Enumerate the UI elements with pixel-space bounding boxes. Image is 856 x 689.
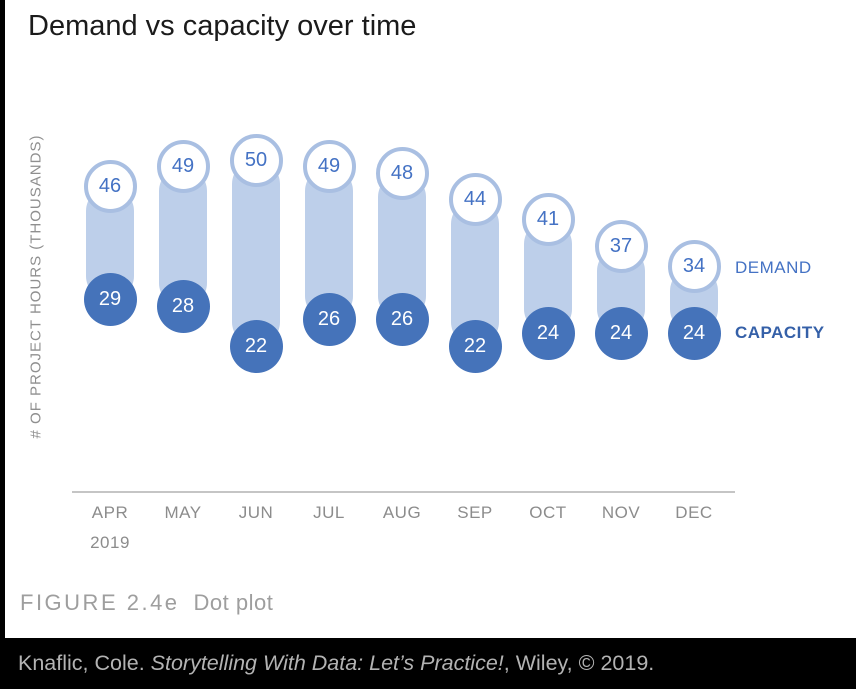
x-tick-label: MAY <box>164 503 202 522</box>
capacity-dot: 24 <box>667 306 721 360</box>
x-tick-label: APR <box>91 503 129 522</box>
year-label: 2019 <box>90 533 130 552</box>
demand-dot: 48 <box>375 146 429 200</box>
capacity-dot: 29 <box>83 273 137 327</box>
capacity-dot: 22 <box>448 319 502 373</box>
capacity-dot: 26 <box>375 293 429 347</box>
legend-demand-label: DEMAND <box>735 258 812 277</box>
demand-dot: 41 <box>521 193 575 247</box>
chart-title: Demand vs capacity over time <box>28 10 417 42</box>
x-tick-label: JUL <box>313 503 345 522</box>
citation-prefix: Knaflic, Cole. <box>18 651 151 675</box>
demand-dot: 44 <box>448 173 502 227</box>
capacity-dot: 24 <box>521 306 575 360</box>
capacity-dot: 26 <box>302 293 356 347</box>
figure-description: Dot plot <box>193 590 274 615</box>
citation-suffix: , Wiley, © 2019. <box>503 651 655 675</box>
x-tick-label: SEP <box>457 503 493 522</box>
capacity-dot: 22 <box>229 319 283 373</box>
demand-dot: 49 <box>156 140 210 194</box>
demand-dot: 34 <box>667 240 721 294</box>
x-tick-label: NOV <box>601 503 641 522</box>
citation-book-title: Storytelling With Data: Let’s Practice! <box>150 651 504 675</box>
demand-dot: 50 <box>229 133 283 187</box>
x-tick-label: AUG <box>382 503 422 522</box>
citation-bar: Knaflic, Cole. Storytelling With Data: L… <box>0 638 856 689</box>
capacity-dot: 24 <box>594 306 648 360</box>
figure-number: FIGURE 2.4e <box>20 590 180 615</box>
capacity-dot: 28 <box>156 280 210 334</box>
x-axis-line <box>72 491 735 493</box>
demand-dot: 49 <box>302 140 356 194</box>
citation-text: Knaflic, Cole. Storytelling With Data: L… <box>18 651 654 676</box>
x-tick-label: JUN <box>238 503 274 522</box>
x-tick-label: OCT <box>529 503 567 522</box>
legend-capacity-label: CAPACITY <box>735 323 825 342</box>
left-edge-strip <box>0 0 5 689</box>
range-band <box>232 160 280 347</box>
x-tick-label: DEC <box>675 503 713 522</box>
demand-dot: 46 <box>83 160 137 214</box>
demand-dot: 37 <box>594 220 648 274</box>
figure-caption: FIGURE 2.4e Dot plot <box>20 590 273 616</box>
